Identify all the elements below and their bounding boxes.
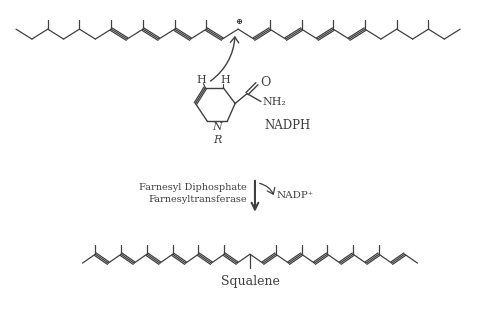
Text: Farnesyltransferase: Farnesyltransferase bbox=[148, 195, 247, 204]
FancyArrowPatch shape bbox=[210, 37, 238, 81]
Text: O: O bbox=[260, 76, 270, 89]
Text: NH₂: NH₂ bbox=[263, 97, 287, 107]
Text: NADPH: NADPH bbox=[265, 119, 311, 132]
Text: H: H bbox=[196, 75, 206, 85]
Text: Squalene: Squalene bbox=[220, 276, 280, 289]
Text: Farnesyl Diphosphate: Farnesyl Diphosphate bbox=[140, 183, 247, 192]
Text: NADP⁺: NADP⁺ bbox=[277, 191, 314, 200]
FancyArrowPatch shape bbox=[260, 183, 275, 194]
Text: N: N bbox=[212, 122, 222, 132]
Text: ⊕: ⊕ bbox=[234, 18, 242, 26]
Text: R: R bbox=[213, 135, 222, 145]
Text: H: H bbox=[220, 75, 230, 85]
